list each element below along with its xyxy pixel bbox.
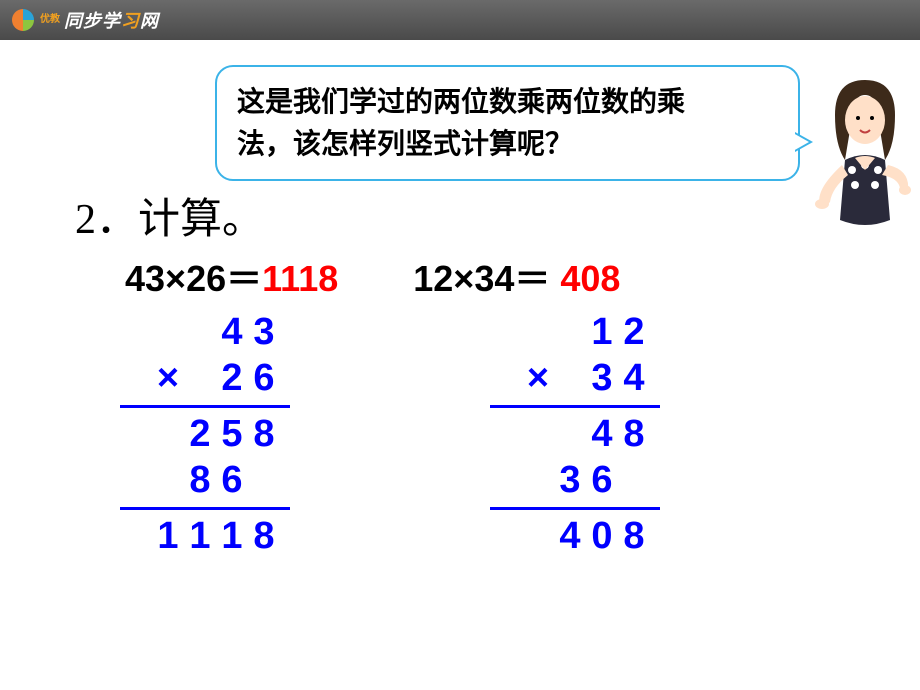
top-bar: 优教 同步学习网 — [0, 0, 920, 40]
bubble-line-2: 法，该怎样列竖式计算呢？ — [237, 123, 778, 165]
calc1-mul-d2: 6 — [248, 356, 280, 402]
calc1-result: 1 1 1 8 — [120, 514, 290, 560]
logo-icon — [10, 7, 36, 33]
calc1-multiplier: × 2 6 — [120, 356, 290, 402]
calc2-partial-1: 4 8 — [490, 412, 660, 458]
calc2-rule-1 — [490, 405, 660, 408]
equation-1: 43×26＝1118 — [125, 250, 338, 302]
section-heading: 2．计算。 — [75, 185, 264, 246]
calc2-mul-d1: 3 — [586, 356, 618, 402]
calc1-top: 4 3 — [120, 310, 290, 356]
equation-2-lhs: 12×34＝ — [413, 258, 550, 299]
calc2-top-d1: 1 — [586, 310, 618, 356]
teacher-illustration — [810, 70, 920, 240]
calc2-p1-d2: 8 — [618, 412, 650, 458]
calc1-p1-d2: 5 — [216, 412, 248, 458]
calc1-rule-1 — [120, 405, 290, 408]
calc1-rule-2 — [120, 507, 290, 510]
equation-1-answer: 1118 — [262, 258, 338, 299]
calc1-partial-2: 8 6 — [120, 458, 290, 504]
calc2-p2-d1: 3 — [554, 458, 586, 504]
equation-1-lhs: 43×26＝ — [125, 258, 262, 299]
brand-main-pre: 同步学 — [64, 11, 121, 31]
calc1-p2-d2: 6 — [216, 458, 248, 504]
brand-main-hl: 习 — [121, 11, 140, 31]
calc1-top-d1: 4 — [216, 310, 248, 356]
calc1-top-d2: 3 — [248, 310, 280, 356]
calc2-rule-2 — [490, 507, 660, 510]
calc1-res-d1: 1 — [152, 514, 184, 560]
brand-logo: 优教 同步学习网 — [10, 7, 159, 33]
speech-bubble: 这是我们学过的两位数乘两位数的乘 法，该怎样列竖式计算呢？ — [215, 65, 800, 181]
equation-2-answer: 408 — [560, 258, 620, 299]
calc2-p2-d2: 6 — [586, 458, 618, 504]
brand-small-text: 优教 — [40, 15, 60, 25]
equation-2: 12×34＝ 408 — [413, 250, 620, 302]
calc1-mul-d1: 2 — [216, 356, 248, 402]
calc2-mul-d2: 4 — [618, 356, 650, 402]
calc1-res-d2: 1 — [184, 514, 216, 560]
calc2-top: 1 2 — [490, 310, 660, 356]
bubble-line-1: 这是我们学过的两位数乘两位数的乘 — [237, 81, 778, 123]
calc2-p1-d1: 4 — [586, 412, 618, 458]
calc2-top-d2: 2 — [618, 310, 650, 356]
calc2-op: × — [522, 356, 554, 402]
equations-row: 43×26＝1118 12×34＝ 408 — [125, 250, 620, 302]
calc1-op: × — [152, 356, 184, 402]
calc1-p1-d3: 8 — [248, 412, 280, 458]
calc1-partial-1: 2 5 8 — [120, 412, 290, 458]
calc2-multiplier: × 3 4 — [490, 356, 660, 402]
vertical-calculations: 4 3 × 2 6 2 5 8 8 6 1 1 1 8 — [120, 310, 660, 560]
calc2-partial-2: 3 6 — [490, 458, 660, 504]
calc2-result: 4 0 8 — [490, 514, 660, 560]
calc1-res-d4: 8 — [248, 514, 280, 560]
brand-main-post: 网 — [140, 11, 159, 31]
calc2-res-d2: 0 — [586, 514, 618, 560]
calc1-res-d3: 1 — [216, 514, 248, 560]
calc2-res-d3: 8 — [618, 514, 650, 560]
calc2-res-d1: 4 — [554, 514, 586, 560]
calc1-p2-d1: 8 — [184, 458, 216, 504]
brand-main-text: 同步学习网 — [64, 7, 159, 33]
calc-2: 1 2 × 3 4 4 8 3 6 4 0 8 — [490, 310, 660, 560]
calc-1: 4 3 × 2 6 2 5 8 8 6 1 1 1 8 — [120, 310, 290, 560]
calc1-p1-d1: 2 — [184, 412, 216, 458]
